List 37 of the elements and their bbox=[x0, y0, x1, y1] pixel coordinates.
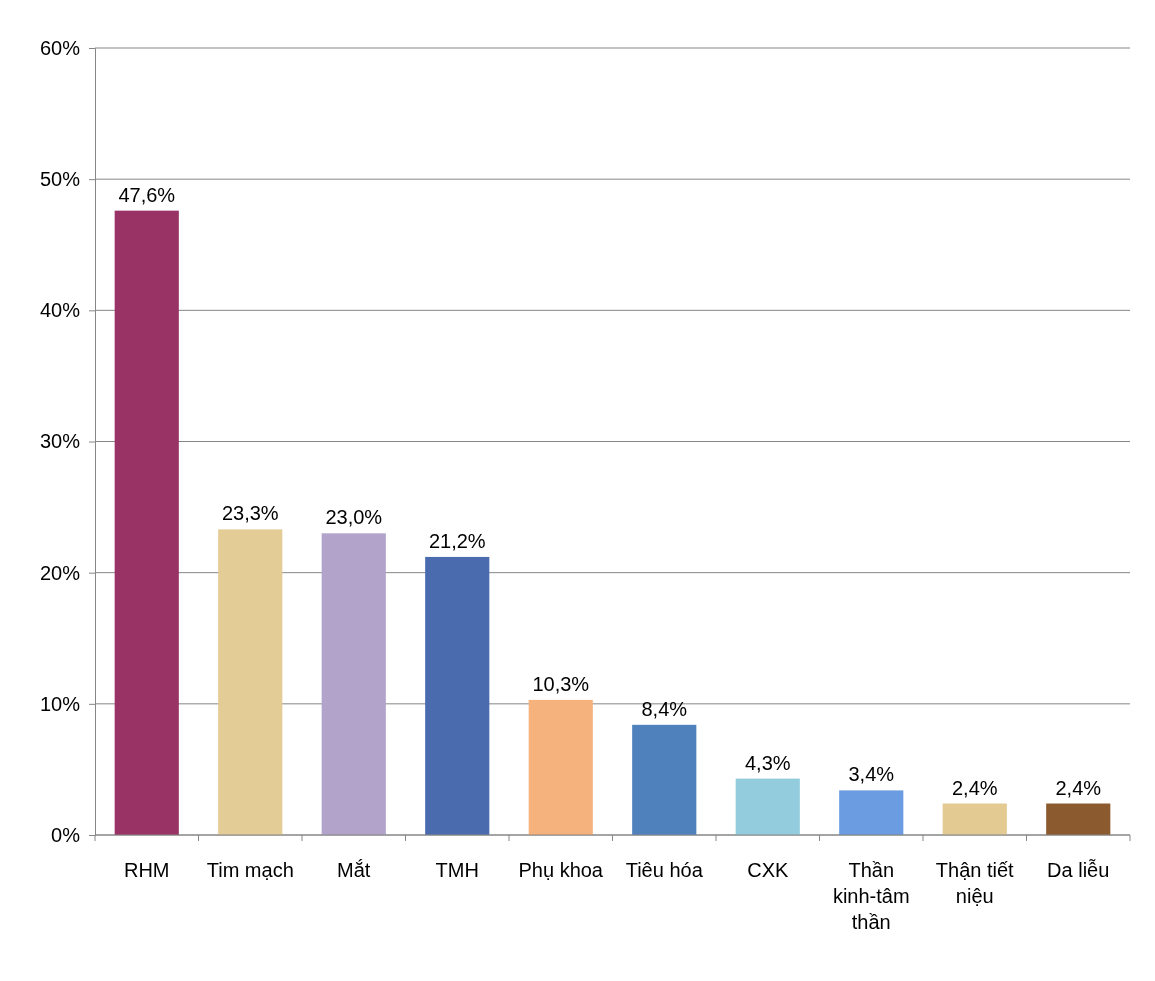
y-tick-label: 40% bbox=[39, 299, 81, 322]
bar bbox=[839, 790, 904, 835]
x-tick-label: RHM bbox=[123, 859, 170, 881]
bar bbox=[321, 533, 386, 835]
bar bbox=[632, 724, 697, 835]
bar bbox=[218, 529, 283, 835]
data-label: 8,4% bbox=[641, 697, 688, 720]
bar bbox=[425, 556, 490, 835]
y-tick-label: 20% bbox=[39, 561, 81, 584]
x-tick-label: Tiêu hóa bbox=[625, 859, 704, 881]
y-tick-label: 10% bbox=[39, 692, 81, 715]
data-label: 23,0% bbox=[325, 506, 383, 529]
x-tick-label: TMH bbox=[435, 859, 479, 881]
x-tick-label: Thận tiết niệu bbox=[935, 859, 1015, 907]
x-tick-label: Mắt bbox=[337, 859, 371, 881]
y-tick-label: 60% bbox=[39, 36, 81, 59]
x-tick-label: Da liễu bbox=[1047, 859, 1110, 881]
y-tick-label: 50% bbox=[39, 168, 81, 191]
y-tick-label: 30% bbox=[39, 430, 81, 453]
x-tick-label: Phụ khoa bbox=[518, 859, 604, 881]
y-tick-label: 0% bbox=[51, 823, 81, 846]
bar bbox=[735, 778, 800, 835]
bar bbox=[528, 699, 593, 835]
x-tick-label: Thần kinh-tâm thần bbox=[832, 859, 910, 933]
bar bbox=[942, 803, 1007, 835]
data-label: 4,3% bbox=[744, 751, 791, 774]
bar bbox=[1046, 803, 1111, 835]
x-tick-label: Tim mạch bbox=[206, 859, 294, 881]
data-label: 47,6% bbox=[118, 183, 176, 206]
bar bbox=[114, 210, 179, 835]
data-label: 10,3% bbox=[532, 672, 590, 695]
data-label: 3,4% bbox=[848, 763, 895, 786]
data-label: 21,2% bbox=[428, 529, 486, 552]
x-tick-label: CXK bbox=[747, 859, 789, 881]
data-label: 23,3% bbox=[221, 502, 279, 525]
data-label: 2,4% bbox=[1055, 776, 1102, 799]
data-label: 2,4% bbox=[951, 776, 998, 799]
